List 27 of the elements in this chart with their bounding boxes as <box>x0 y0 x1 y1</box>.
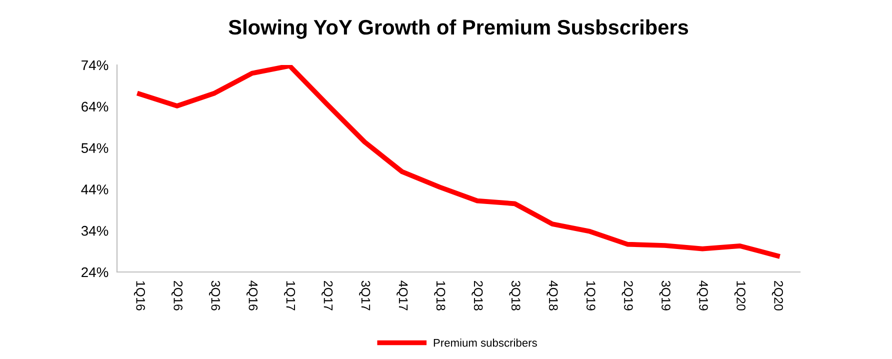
x-tick-label: 2Q16 <box>171 280 183 310</box>
y-tick-label: 34% <box>81 226 108 236</box>
y-tick-label: 44% <box>81 184 108 194</box>
x-tick-label: 4Q19 <box>696 280 708 310</box>
y-tick-label: 24% <box>82 267 108 278</box>
x-tick-label: 1Q17 <box>284 281 296 310</box>
chart-title: Slowing YoY Growth of Premium Susbscribers <box>228 19 688 39</box>
x-tick-label: 4Q16 <box>246 280 258 310</box>
x-tick-label: 2Q17 <box>322 280 333 310</box>
y-tick-label: 64% <box>82 102 108 112</box>
x-tick-label: 1Q18 <box>434 281 446 310</box>
x-tick-label: 1Q16 <box>134 281 146 310</box>
x-tick-label: 2Q20 <box>772 280 783 310</box>
x-tick-label: 4Q18 <box>546 280 558 310</box>
x-tick-label: 3Q17 <box>359 280 370 310</box>
x-tick-label: 2Q19 <box>622 280 633 310</box>
x-tick-label: 1Q20 <box>734 281 746 310</box>
x-tick-label: 4Q17 <box>396 280 408 310</box>
x-tick-label: 1Q19 <box>584 281 596 310</box>
legend-label: Premium subscribers <box>434 338 537 347</box>
line-series <box>137 65 780 258</box>
x-tick-label: 3Q19 <box>659 280 670 310</box>
x-tick-label: 2Q18 <box>472 280 483 310</box>
x-tick-label: 3Q16 <box>208 280 220 310</box>
y-tick-label: 54% <box>81 143 108 153</box>
y-tick-label: 74% <box>82 60 108 70</box>
x-tick-label: 3Q18 <box>509 280 520 310</box>
